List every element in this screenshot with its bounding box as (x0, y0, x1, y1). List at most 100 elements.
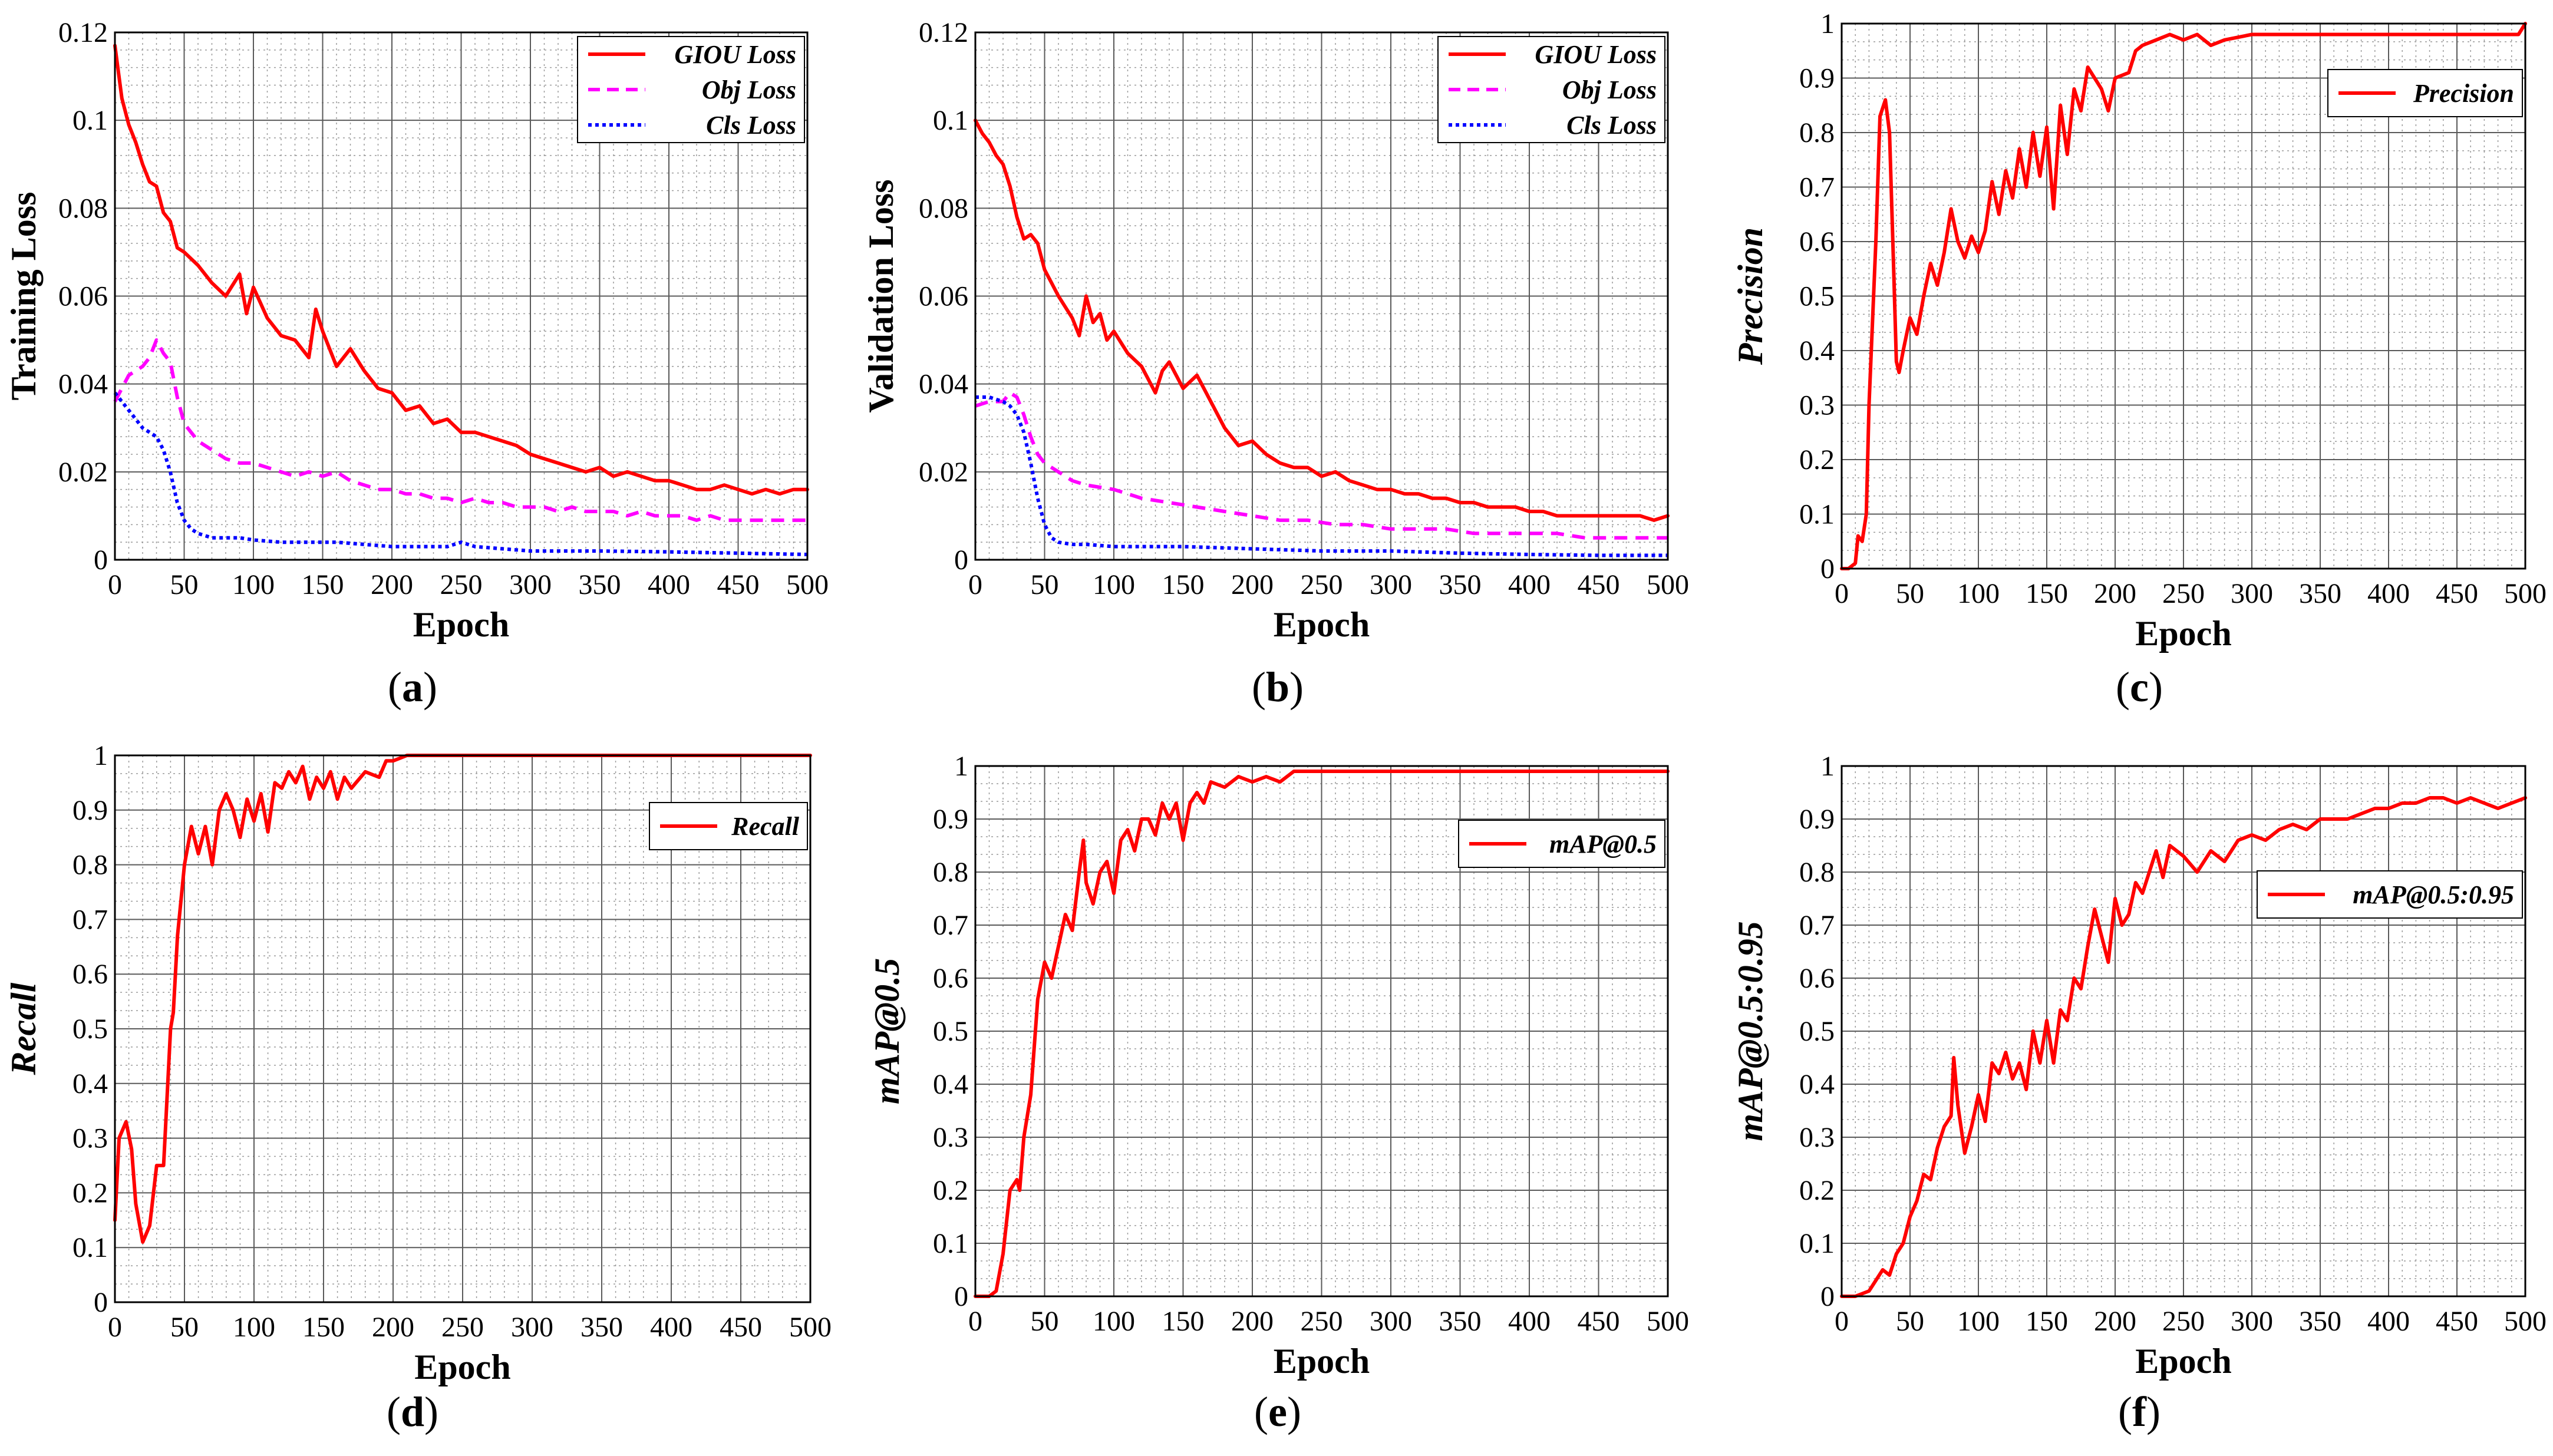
series-line-obj-loss (113, 338, 807, 522)
x-axis-label: Epoch (1274, 605, 1370, 644)
panel-c: 0 50 100 150 200 250 300 350 400 450 500 0 0.1 0.2 0.3… (1731, 8, 2547, 711)
legend: Recall (649, 802, 808, 850)
axes-frame (1840, 765, 2526, 1297)
y-tick-label: 0.8 (72, 850, 108, 881)
y-tick-label: 0.8 (933, 857, 968, 888)
y-tick-label: 0.8 (1799, 857, 1835, 888)
x-tick-label: 0 (968, 569, 982, 600)
y-tick-label: 0.08 (58, 193, 108, 224)
series-line-cls-loss (975, 395, 1668, 557)
legend-label: Cls Loss (1566, 111, 1657, 140)
panel-caption: (f) (2118, 1388, 2161, 1435)
y-tick-label: 1 (1820, 751, 1835, 782)
y-tick-label: 0.1 (933, 105, 968, 136)
legend-label: GIOU Loss (674, 40, 796, 69)
y-tick-label: 0.02 (919, 457, 968, 488)
x-tick-label: 500 (2504, 1306, 2547, 1337)
x-tick-label: 50 (1896, 1306, 1924, 1337)
y-tick-label: 0.7 (1799, 910, 1835, 941)
series-line-recall (113, 754, 812, 1244)
legend-label: GIOU Loss (1535, 40, 1657, 69)
y-tick-label: 1 (954, 751, 968, 782)
y-tick-label: 0.04 (919, 369, 968, 400)
x-axis-label: Epoch (1274, 1342, 1370, 1381)
y-tick-label: 0.2 (1799, 1175, 1835, 1206)
y-axis-label: Validation Loss (862, 179, 901, 412)
axes-frame (114, 31, 809, 561)
x-tick-label: 350 (1439, 1306, 1482, 1337)
y-tick-label: 0.6 (933, 963, 968, 994)
axes-frame (974, 765, 1669, 1297)
y-axis-label: mAP@0.5:0.95 (1731, 921, 1770, 1141)
panel-caption: (b) (1252, 663, 1304, 711)
x-tick-label: 250 (441, 1312, 484, 1343)
axes-frame (1840, 22, 2526, 570)
x-axis-label: Epoch (2135, 614, 2231, 653)
legend: Precision (2327, 69, 2523, 117)
panel-b: 0 50 100 150 200 250 300 350 400 450 500 0 0.02 0.04 0… (862, 17, 1689, 711)
y-tick-label: 0.4 (72, 1068, 108, 1100)
y-tick-label: 0.4 (1799, 1069, 1835, 1100)
x-tick-label: 300 (509, 569, 552, 600)
x-tick-label: 250 (440, 569, 483, 600)
panel-caption: (c) (2116, 663, 2163, 711)
x-tick-label: 450 (2436, 1306, 2478, 1337)
y-tick-label: 0.06 (919, 281, 968, 312)
y-axis-label: Recall (4, 982, 43, 1075)
x-axis-label: Epoch (414, 1348, 510, 1386)
x-tick-label: 400 (1508, 569, 1551, 600)
y-tick-label: 0.7 (1799, 172, 1835, 203)
y-tick-label: 0.6 (72, 959, 108, 990)
y-tick-label: 0 (94, 1287, 108, 1318)
legend-label: Recall (731, 812, 800, 841)
x-tick-label: 100 (1957, 1306, 2000, 1337)
x-tick-label: 200 (371, 569, 413, 600)
y-tick-label: 0.12 (919, 17, 968, 48)
y-tick-label: 0.04 (58, 369, 108, 400)
x-tick-label: 250 (2162, 578, 2205, 609)
y-tick-label: 0.9 (72, 795, 108, 826)
x-tick-label: 450 (717, 569, 760, 600)
x-tick-label: 300 (1370, 1306, 1412, 1337)
x-tick-label: 100 (1957, 578, 2000, 609)
x-tick-label: 450 (1578, 1306, 1620, 1337)
x-tick-label: 350 (2299, 1306, 2341, 1337)
x-tick-label: 450 (2436, 578, 2478, 609)
x-tick-label: 50 (1031, 569, 1059, 600)
x-tick-label: 400 (2367, 1306, 2410, 1337)
x-tick-label: 450 (1578, 569, 1620, 600)
y-tick-label: 0.1 (72, 1232, 108, 1263)
series-line-precision (1840, 22, 2527, 570)
y-tick-label: 0.5 (1799, 281, 1835, 312)
series-line-map-0-5-0-95 (1840, 796, 2527, 1298)
x-tick-label: 450 (720, 1312, 762, 1343)
legend-label: mAP@0.5 (1549, 830, 1657, 859)
y-tick-label: 0.5 (1799, 1016, 1835, 1047)
y-tick-label: 0.6 (1799, 963, 1835, 994)
x-tick-label: 100 (1093, 569, 1135, 600)
legend-label: Precision (2413, 79, 2514, 108)
legend: GIOU Loss Obj Loss Cls Loss (1437, 36, 1665, 143)
y-tick-label: 0.2 (72, 1177, 108, 1209)
x-tick-label: 300 (2231, 578, 2273, 609)
x-tick-label: 150 (1162, 1306, 1205, 1337)
x-tick-label: 0 (968, 1306, 982, 1337)
x-tick-label: 200 (1231, 569, 1274, 600)
legend: mAP@0.5 (1458, 820, 1665, 868)
y-tick-label: 0.9 (1799, 63, 1835, 94)
y-tick-label: 0.06 (58, 281, 108, 312)
x-tick-label: 50 (1896, 578, 1924, 609)
x-axis-label: Epoch (2135, 1342, 2231, 1381)
x-tick-label: 150 (2026, 578, 2068, 609)
y-tick-label: 0.6 (1799, 226, 1835, 257)
x-tick-label: 350 (580, 1312, 623, 1343)
y-tick-label: 0.08 (919, 193, 968, 224)
y-tick-label: 0 (94, 544, 108, 576)
panel-caption: (d) (387, 1388, 438, 1435)
series-line-giou-loss (113, 44, 809, 496)
x-tick-label: 500 (786, 569, 829, 600)
y-tick-label: 0.9 (933, 804, 968, 835)
panel-a: 0 50 100 150 200 250 300 350 400 450 500 0 0.02 0.04 0… (4, 17, 829, 711)
x-tick-label: 150 (2026, 1306, 2068, 1337)
legend-label: Cls Loss (706, 111, 796, 140)
